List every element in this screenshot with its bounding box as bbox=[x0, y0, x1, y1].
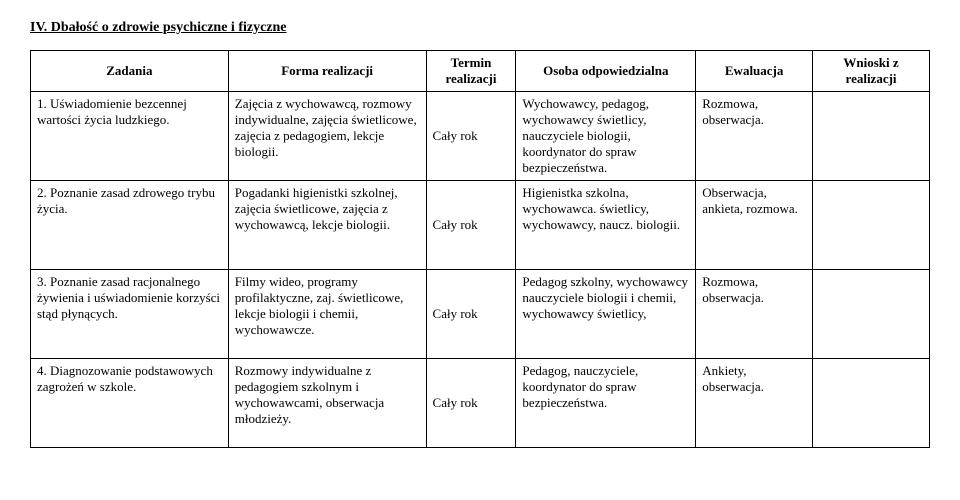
term-text: Cały rok bbox=[433, 217, 478, 233]
cell-ewaluacja: Rozmowa, obserwacja. bbox=[696, 92, 813, 181]
table-row: 3. Poznanie zasad racjonalnego żywienia … bbox=[31, 270, 930, 359]
cell-wnioski bbox=[813, 270, 930, 359]
tasks-table: Zadania Forma realizacji Termin realizac… bbox=[30, 50, 930, 448]
table-row: 2. Poznanie zasad zdrowego trybu życia. … bbox=[31, 181, 930, 270]
col-wnioski: Wnioski z realizacji bbox=[813, 51, 930, 92]
table-header-row: Zadania Forma realizacji Termin realizac… bbox=[31, 51, 930, 92]
table-row: 1. Uświadomienie bezcennej wartości życi… bbox=[31, 92, 930, 181]
cell-wnioski bbox=[813, 359, 930, 448]
table-row: 4. Diagnozowanie podstawowych zagrożeń w… bbox=[31, 359, 930, 448]
cell-forma: Pogadanki higienistki szkolnej, zajęcia … bbox=[228, 181, 426, 270]
col-termin: Termin realizacji bbox=[426, 51, 516, 92]
cell-osoba: Pedagog szkolny, wychowawcy nauczyciele … bbox=[516, 270, 696, 359]
col-forma: Forma realizacji bbox=[228, 51, 426, 92]
cell-zadania: 3. Poznanie zasad racjonalnego żywienia … bbox=[31, 270, 229, 359]
cell-forma: Filmy wideo, programy profilaktyczne, za… bbox=[228, 270, 426, 359]
term-text: Cały rok bbox=[433, 128, 478, 144]
cell-wnioski bbox=[813, 92, 930, 181]
cell-termin: Cały rok bbox=[426, 359, 516, 448]
cell-termin: Cały rok bbox=[426, 181, 516, 270]
cell-ewaluacja: Ankiety, obserwacja. bbox=[696, 359, 813, 448]
term-text: Cały rok bbox=[433, 395, 478, 411]
cell-termin: Cały rok bbox=[426, 92, 516, 181]
section-title: IV. Dbałość o zdrowie psychiczne i fizyc… bbox=[30, 20, 930, 36]
col-zadania: Zadania bbox=[31, 51, 229, 92]
col-osoba: Osoba odpowiedzialna bbox=[516, 51, 696, 92]
term-text: Cały rok bbox=[433, 306, 478, 322]
cell-zadania: 1. Uświadomienie bezcennej wartości życi… bbox=[31, 92, 229, 181]
cell-osoba: Wychowawcy, pedagog, wychowawcy świetlic… bbox=[516, 92, 696, 181]
cell-ewaluacja: Rozmowa, obserwacja. bbox=[696, 270, 813, 359]
cell-osoba: Pedagog, nauczyciele, koordynator do spr… bbox=[516, 359, 696, 448]
col-ewaluacja: Ewaluacja bbox=[696, 51, 813, 92]
cell-zadania: 4. Diagnozowanie podstawowych zagrożeń w… bbox=[31, 359, 229, 448]
cell-ewaluacja: Obserwacja, ankieta, rozmowa. bbox=[696, 181, 813, 270]
cell-forma: Zajęcia z wychowawcą, rozmowy indywidual… bbox=[228, 92, 426, 181]
cell-forma: Rozmowy indywidualne z pedagogiem szkoln… bbox=[228, 359, 426, 448]
cell-zadania: 2. Poznanie zasad zdrowego trybu życia. bbox=[31, 181, 229, 270]
cell-wnioski bbox=[813, 181, 930, 270]
cell-termin: Cały rok bbox=[426, 270, 516, 359]
cell-osoba: Higienistka szkolna, wychowawca. świetli… bbox=[516, 181, 696, 270]
